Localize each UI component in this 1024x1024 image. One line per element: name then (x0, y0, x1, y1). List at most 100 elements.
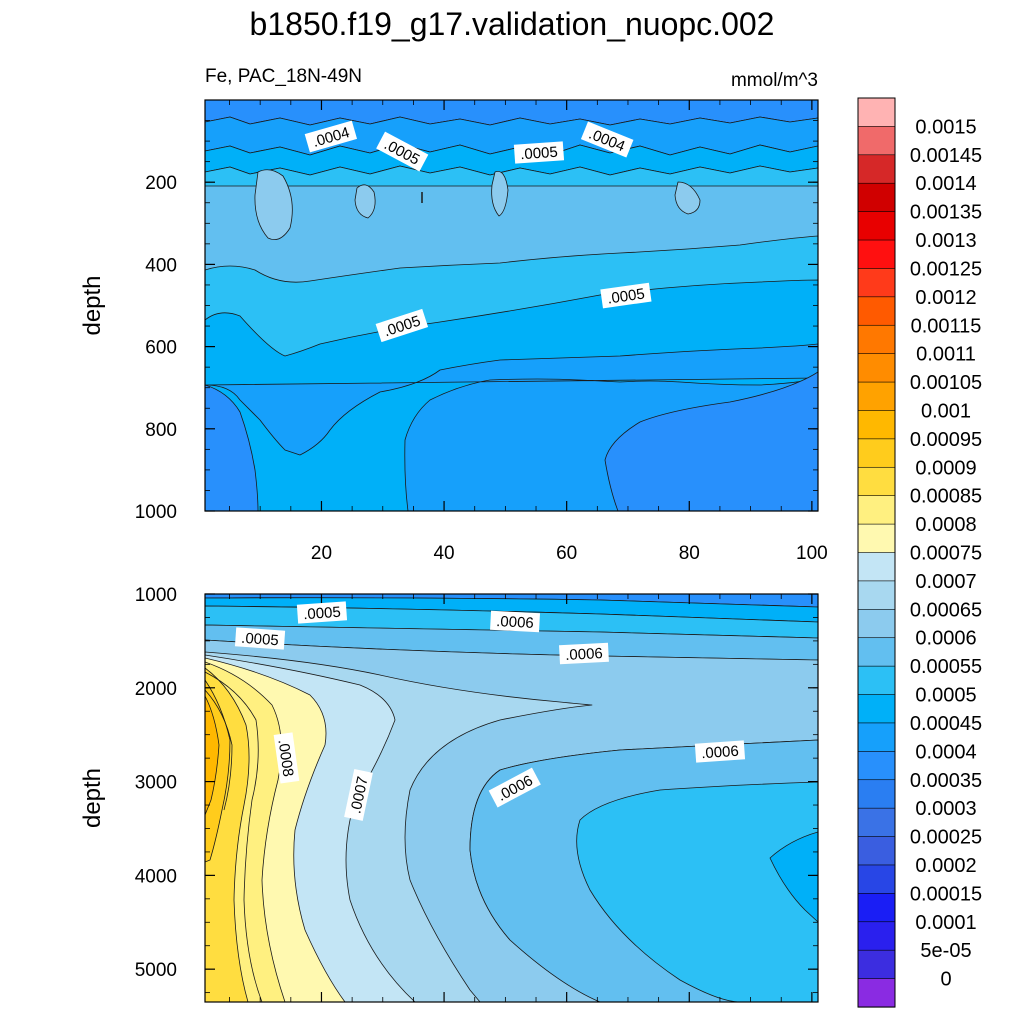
contour-label-box (694, 740, 746, 763)
colorbar-swatch (857, 495, 896, 525)
contour-label: .0006 (559, 642, 609, 665)
x-tick-label: 40 (433, 543, 454, 564)
colorbar-label: 0 (940, 969, 951, 991)
colorbar-label: 0.00065 (910, 599, 982, 621)
colorbar-swatch (857, 381, 896, 412)
colorbar-swatch (857, 580, 896, 610)
colorbar-label: 0.00035 (910, 770, 982, 792)
panel-subtitle-right: mmol/m^3 (731, 70, 818, 91)
y-axis-label: depth (79, 768, 106, 828)
colorbar-swatch (857, 978, 896, 1008)
x-tick-label: 80 (679, 543, 700, 564)
colorbar-label: 0.0006 (915, 628, 976, 650)
colorbar-swatch (857, 779, 896, 809)
contour-label: .0005 (600, 282, 652, 309)
contour-label-box (490, 610, 540, 633)
x-tick-label: 60 (556, 543, 577, 564)
colorbar-label: 0.00045 (910, 713, 982, 735)
colorbar-label: 5e-05 (920, 940, 971, 962)
field-0.0006-blob (674, 181, 701, 215)
y-tick-label: 2000 (135, 679, 177, 700)
colorbar-label: 0.0003 (915, 798, 976, 820)
figure-title: b1850.f19_g17.validation_nuopc.002 (250, 6, 775, 42)
colorbar-label: 0.001 (921, 400, 971, 422)
contour-label-text: .0005 (241, 630, 280, 650)
contour-label-box (273, 732, 300, 784)
colorbar-swatch (857, 807, 896, 838)
colorbar-swatch (857, 182, 896, 213)
colorbar-label: 0.0009 (915, 457, 976, 479)
y-tick-label: 600 (145, 338, 177, 359)
colorbar-swatch (857, 722, 896, 752)
colorbar-swatch (857, 609, 896, 639)
colorbar-label: 0.00015 (910, 883, 982, 905)
contour-label-box (513, 141, 565, 164)
colorbar-label: 0.00105 (910, 372, 982, 394)
y-axis-label: depth (79, 275, 106, 335)
colorbar-swatch (857, 921, 896, 951)
contour-label-text: .0006 (565, 645, 603, 664)
colorbar-swatch (857, 637, 896, 667)
colorbar-label: 0.0008 (915, 514, 976, 536)
colorbar-swatch (857, 239, 896, 270)
contour-label-box (234, 627, 286, 650)
contour-label: .0005 (296, 601, 348, 624)
bottom-field-0.0005-deep (576, 781, 818, 1002)
contour-label-text: .0005 (520, 144, 559, 164)
colorbar-label: 0.00095 (910, 429, 982, 451)
colorbar-label: 0.00125 (910, 258, 982, 280)
colorbar-swatch (857, 353, 896, 383)
field-0.00035-deep (604, 371, 818, 511)
colorbar-swatch (857, 523, 896, 554)
colorbar-swatch (857, 694, 896, 724)
colorbar-label: 0.0012 (915, 287, 976, 309)
y-tick-label: 200 (145, 173, 177, 194)
contour-label-box (488, 767, 541, 808)
colorbar-label: 0.00145 (910, 145, 982, 167)
colorbar-label: 0.0005 (915, 685, 976, 707)
x-tick-label: 100 (796, 543, 828, 564)
colorbar-swatch (857, 97, 896, 128)
x-tick-label: 20 (311, 543, 332, 564)
colorbar-swatch (857, 949, 896, 980)
colorbar-swatch (857, 438, 896, 468)
y-tick-label: 1000 (135, 502, 177, 523)
contour-label-box (375, 308, 429, 343)
field-0.00035-deep (205, 384, 259, 511)
contour-label-box (344, 768, 373, 821)
y-tick-label: 400 (145, 255, 177, 276)
colorbar-swatch (857, 552, 896, 582)
field-0.0006-blob (254, 169, 293, 241)
contour-label-box (376, 131, 429, 172)
colorbar-swatch (857, 893, 896, 923)
colorbar-label: 0.0011 (916, 344, 976, 366)
upper-depth-panel (204, 99, 819, 512)
colorbar-label: 0.00055 (910, 656, 982, 678)
contour-label: .0008 (273, 732, 300, 784)
colorbar-swatch (857, 211, 896, 241)
contour-label-box (559, 642, 609, 665)
colorbar-label: 0.0007 (915, 571, 976, 593)
colorbar-swatch (857, 154, 896, 184)
contour-label-box (600, 282, 652, 309)
colorbar-label: 0.0014 (915, 173, 976, 195)
contour-label-text: .0008 (274, 738, 296, 778)
colorbar-swatch (857, 665, 896, 696)
colorbar-label: 0.00075 (910, 543, 982, 565)
y-tick-label: 3000 (135, 773, 177, 794)
y-tick-label: 4000 (135, 866, 177, 887)
panel-subtitle-left: Fe, PAC_18N-49N (205, 66, 362, 87)
colorbar-frame (857, 97, 896, 1008)
colorbar-swatch (857, 751, 896, 781)
colorbar-label: 0.0013 (915, 230, 976, 252)
bottom-field-0.00045-deep (769, 831, 818, 923)
colorbar-swatch (857, 410, 896, 440)
contour-label: .0005 (234, 627, 286, 650)
colorbar-label: 0.00115 (911, 315, 982, 337)
field-0.0006-blob (354, 184, 376, 219)
y-tick-label: 800 (145, 420, 177, 441)
contour-label-text: .0005 (606, 285, 646, 307)
contour-label: .0005 (513, 141, 565, 164)
field-0.0005 (205, 165, 818, 187)
